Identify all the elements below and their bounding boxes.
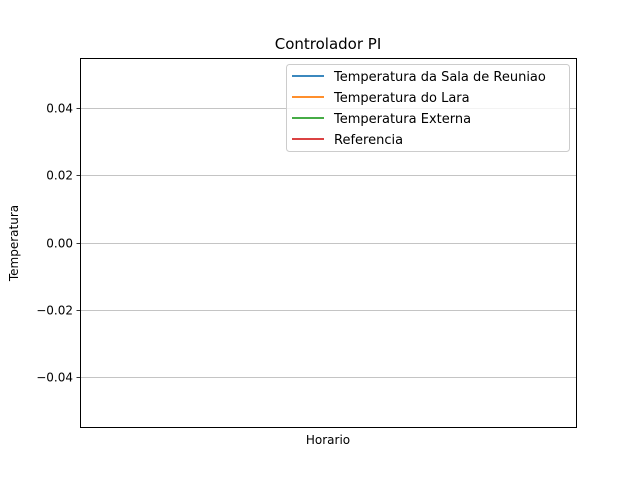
y-tick-label: −0.02 <box>36 304 73 318</box>
legend-label: Referencia <box>334 133 403 148</box>
legend: Temperatura da Sala de Reuniao Temperatur… <box>286 64 570 152</box>
legend-box <box>286 64 570 152</box>
y-tick-label: −0.04 <box>36 371 73 385</box>
legend-label: Temperatura do Lara <box>333 91 470 106</box>
legend-label: Temperatura da Sala de Reuniao <box>333 70 546 85</box>
y-tick-label: 0.02 <box>46 169 73 183</box>
y-tick-label: 0.00 <box>46 237 73 251</box>
y-tick-label: 0.04 <box>46 102 73 116</box>
y-axis-ticks: 0.04 0.02 0.00 −0.02 −0.04 <box>36 102 80 385</box>
chart-title: Controlador PI <box>275 35 382 53</box>
legend-label: Temperatura Externa <box>333 112 471 127</box>
y-axis-label: Temperatura <box>7 205 21 282</box>
legend-entries: Temperatura da Sala de Reuniao Temperatur… <box>292 70 546 148</box>
x-axis-label: Horario <box>306 433 350 447</box>
plot-frame <box>80 58 577 428</box>
